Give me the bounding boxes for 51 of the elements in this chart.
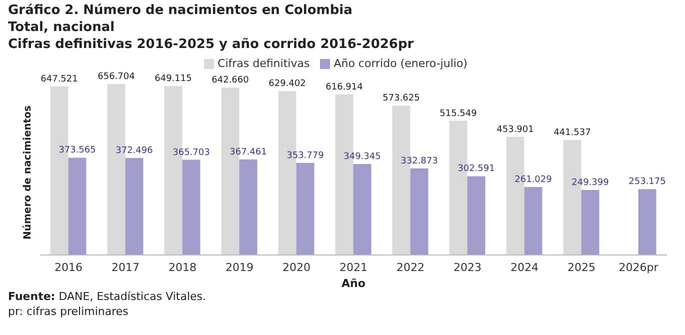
data-label: 573.625 (382, 94, 420, 104)
bar (410, 168, 428, 255)
x-tick-label: 2020 (282, 260, 310, 274)
data-label: 349.345 (344, 152, 381, 162)
x-tick-label: 2023 (454, 260, 482, 274)
data-label: 249.399 (572, 178, 610, 188)
data-label: 367.461 (230, 147, 267, 158)
data-label: 302.591 (458, 164, 495, 174)
data-label: 372.496 (116, 146, 154, 156)
source-note: Fuente: DANE, Estadísticas Vitales. (8, 289, 208, 304)
chart-subtitle: Total, nacional Cifras definitivas 2016-2025 y año corrido 2016-2026pr (8, 19, 415, 53)
data-label: 515.549 (440, 108, 478, 119)
bar (638, 189, 656, 255)
x-tick-label: 2019 (226, 260, 254, 274)
x-tick-label: 2017 (112, 260, 140, 274)
data-label: 373.565 (58, 146, 96, 156)
x-tick-label: 2022 (396, 260, 424, 274)
bar (182, 160, 200, 255)
bar (125, 158, 144, 255)
data-label: 616.914 (326, 82, 364, 92)
data-label: 332.873 (400, 156, 438, 166)
x-tick-label: 2021 (340, 260, 368, 274)
data-label: 365.703 (172, 148, 210, 158)
data-label: 261.029 (514, 175, 552, 186)
data-label: 647.521 (40, 74, 78, 84)
bar (296, 162, 314, 255)
legend-label: Cifras definitivas (218, 57, 310, 70)
x-tick-label: 2025 (568, 260, 596, 274)
x-tick-label: 2024 (510, 260, 538, 274)
bar (239, 159, 258, 255)
data-label: 441.537 (554, 128, 591, 138)
x-tick-label: 2016 (54, 260, 82, 274)
chart-title: Gráfico 2. Número de nacimientos en Colombia (8, 2, 354, 19)
data-label: 453.901 (496, 124, 534, 135)
data-label: 649.115 (154, 74, 192, 84)
data-label: 642.660 (212, 76, 250, 86)
x-tick-label: 2026pr (618, 260, 659, 274)
bar (353, 164, 372, 255)
data-label: 629.402 (268, 79, 306, 90)
legend-label: Año corrido (enero-julio) (334, 57, 468, 70)
bar (581, 190, 600, 255)
bar (524, 187, 542, 255)
text: pr: cifras preliminares (8, 304, 130, 319)
data-label: 253.175 (628, 177, 666, 188)
bar (68, 158, 86, 255)
x-axis-title: Año (342, 277, 366, 290)
data-label: 353.779 (286, 150, 324, 161)
x-tick-label: 2018 (168, 260, 196, 274)
bar (467, 176, 486, 255)
y-axis-title: Número de nacimientos (22, 105, 34, 240)
data-label: 656.704 (98, 72, 136, 82)
